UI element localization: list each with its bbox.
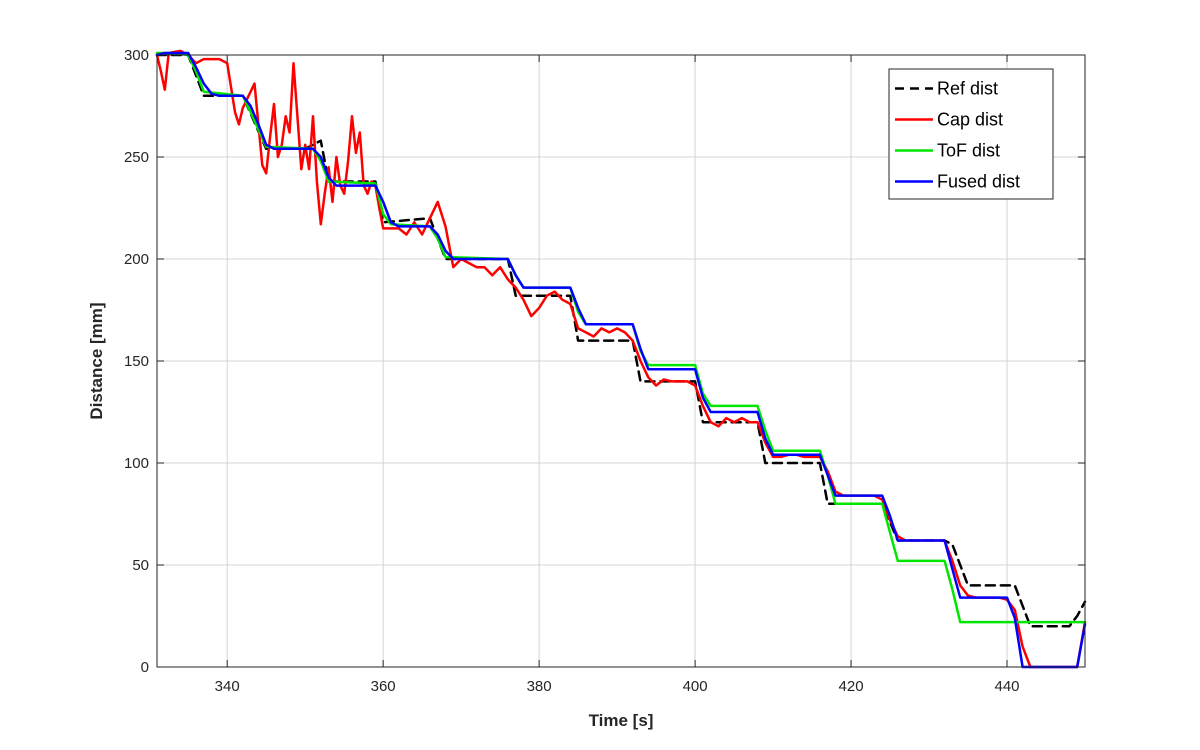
series-line-ref-dist	[155, 53, 1087, 628]
y-tick-label: 0	[141, 659, 149, 676]
x-tick-label: 440	[995, 678, 1020, 695]
x-tick-label: 340	[215, 678, 240, 695]
x-tick-label: 420	[839, 678, 864, 695]
y-tick-label: 200	[124, 251, 149, 268]
y-tick-label: 250	[124, 149, 149, 166]
series-line-cap-dist	[155, 49, 1087, 669]
y-tick-label: 100	[124, 455, 149, 472]
x-axis-title: Time [s]	[589, 711, 654, 730]
legend-label: ToF dist	[937, 141, 1000, 161]
y-tick-label: 50	[132, 557, 149, 574]
grid-lines	[157, 54, 1085, 668]
y-axis-title: Distance [mm]	[87, 302, 106, 419]
series-line-fused-dist	[155, 51, 1087, 669]
x-tick-label: 380	[527, 678, 552, 695]
legend-label: Ref dist	[937, 79, 998, 99]
legend: Ref dist Cap dist ToF dist Fused dist	[888, 68, 1054, 200]
y-tick-label: 150	[124, 353, 149, 370]
axis-ticks: 340 360 380 400 420 440 0 50 100 150 200 250 300	[124, 47, 1085, 695]
series-group	[155, 49, 1087, 669]
legend-box	[888, 68, 1054, 200]
y-tick-label: 300	[124, 47, 149, 64]
x-tick-label: 400	[683, 678, 708, 695]
legend-label: Cap dist	[937, 110, 1003, 130]
x-tick-label: 360	[371, 678, 396, 695]
legend-label: Fused dist	[937, 172, 1020, 192]
